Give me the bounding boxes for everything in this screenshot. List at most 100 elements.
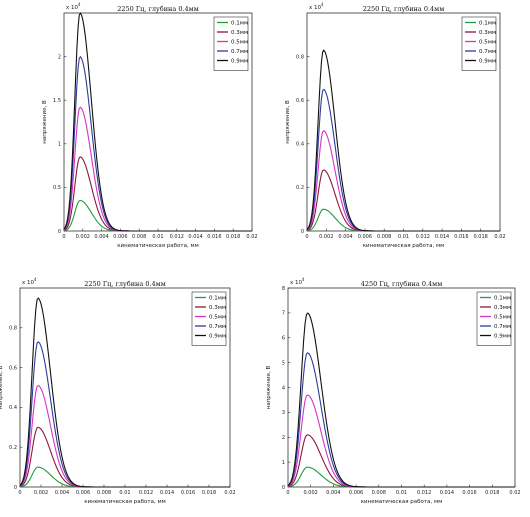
x-tick-label: 0.02 [224, 490, 235, 496]
chart-panel-2: 0 0.002 0.004 0.006 0.008 0.01 0.012 0.014 0.016… [285, 2, 506, 249]
x-tick-label: 0.016 [181, 490, 195, 496]
x-tick-label: 0.002 [319, 234, 333, 240]
y-tick-label: 4 [282, 385, 285, 391]
x-tick-label: 0 [18, 490, 21, 496]
y-tick-label: 1 [58, 142, 61, 148]
x-tick-label: 0.006 [76, 490, 90, 496]
y-tick-label: 0.6 [296, 98, 304, 104]
chart-title: 2250 Гц, глубина 0.4мм [363, 5, 445, 13]
legend-entry: 0.7мм [209, 324, 226, 330]
legend-entry: 0.3мм [209, 305, 226, 311]
x-tick-label: 0 [286, 490, 289, 496]
y-axis-label: напряжение, В [285, 100, 291, 144]
y-multiplier-label: x 104 [290, 277, 305, 286]
legend-entry: 0.3мм [231, 30, 248, 36]
x-tick-label: 0.016 [454, 234, 468, 240]
legend-entry: 0.9мм [231, 59, 248, 65]
y-tick-label: 0.6 [9, 365, 17, 371]
y-tick-label: 5 [282, 360, 285, 366]
series-line-5 [306, 49, 500, 232]
x-tick-label: 0.012 [417, 490, 431, 496]
legend-entry: 0.5мм [209, 315, 226, 321]
x-tick-label: 0.012 [170, 234, 184, 240]
legend: 0.1мм 0.3мм 0.5мм 0.7мм 0.9мм [476, 291, 512, 346]
legend: 0.1мм 0.3мм 0.5мм 0.7мм 0.9мм [191, 291, 227, 346]
y-multiplier-exponent: 4 [302, 277, 305, 282]
legend-box [213, 16, 249, 71]
series-line-3 [306, 130, 500, 232]
x-tick-label: 0.004 [326, 490, 340, 496]
y-tick-label: 0.4 [296, 142, 304, 148]
series-line-5 [63, 12, 252, 232]
x-axis-label: кинематическая работа, мм [361, 499, 443, 505]
x-tick-label: 0 [62, 234, 65, 240]
x-tick-label: 0.008 [132, 234, 146, 240]
x-tick-label: 0.006 [349, 490, 363, 496]
series-line-1 [306, 208, 500, 232]
y-multiplier-exponent: 4 [78, 2, 81, 7]
y-tick-label: 0 [282, 485, 285, 491]
x-tick-label: 0.016 [207, 234, 221, 240]
x-tick-label: 0.02 [246, 234, 257, 240]
x-tick-label: 0.01 [152, 234, 163, 240]
legend-entry: 0.9мм [209, 334, 226, 340]
chart-title: 2250 Гц, глубина 0.4мм [84, 280, 166, 288]
x-tick-label: 0.018 [485, 490, 499, 496]
chart-panel-3: 0 0.002 0.004 0.006 0.008 0.01 0.012 0.014 0.016… [0, 277, 236, 505]
legend-entry: 0.1мм [494, 296, 511, 302]
y-tick-label: 1.5 [53, 98, 61, 104]
y-multiplier-label: x 104 [309, 2, 324, 11]
y-tick-label: 8 [282, 286, 285, 292]
x-tick-label: 0.008 [372, 490, 386, 496]
legend-entry: 0.5мм [231, 40, 248, 46]
legend: 0.1мм 0.3мм 0.5мм 0.7мм 0.9мм [213, 16, 249, 71]
x-tick-label: 0.002 [76, 234, 90, 240]
y-multiplier-base: x 10 [309, 5, 322, 11]
x-tick-label: 0.014 [440, 490, 454, 496]
series-line-2 [287, 434, 515, 488]
legend-entry: 0.1мм [479, 21, 496, 27]
x-tick-label: 0.014 [160, 490, 174, 496]
y-tick-label: 0 [14, 485, 17, 491]
y-tick-label: 0.8 [296, 54, 304, 60]
y-tick-label: 1 [282, 460, 285, 466]
series-line-2 [63, 156, 252, 232]
series-line-1 [19, 466, 230, 488]
x-tick-label: 0.018 [474, 234, 488, 240]
x-tick-label: 0.014 [435, 234, 449, 240]
series-line-4 [19, 341, 230, 488]
x-tick-label: 0.006 [113, 234, 127, 240]
legend-entry: 0.7мм [479, 49, 496, 55]
x-axis-label: кинематическая работа, мм [84, 499, 166, 505]
chart-title: 4250 Гц, глубина 0.4мм [361, 280, 443, 288]
y-tick-label: 0.8 [9, 326, 17, 332]
y-tick-label: 2 [58, 54, 61, 60]
y-axis-label: напряжение, В [0, 366, 4, 410]
y-multiplier-label: x 104 [22, 277, 37, 286]
legend-entry: 0.7мм [494, 324, 511, 330]
chart-panel-1: 0 0.002 0.004 0.006 0.008 0.01 0.012 0.014 0.016… [42, 2, 258, 249]
legend: 0.1мм 0.3мм 0.5мм 0.7мм 0.9мм [461, 16, 497, 71]
y-multiplier-base: x 10 [66, 5, 79, 11]
x-tick-label: 0.016 [462, 490, 476, 496]
y-tick-label: 0.5 [53, 185, 61, 191]
y-multiplier-label: x 104 [66, 2, 81, 11]
x-tick-label: 0.014 [188, 234, 202, 240]
x-tick-label: 0.008 [377, 234, 391, 240]
legend-entry: 0.9мм [494, 334, 511, 340]
series-line-1 [287, 466, 515, 488]
x-tick-label: 0.018 [202, 490, 216, 496]
x-tick-label: 0.004 [55, 490, 69, 496]
x-tick-label: 0.012 [139, 490, 153, 496]
x-tick-label: 0.004 [338, 234, 352, 240]
y-tick-label: 0.2 [9, 445, 17, 451]
series-line-2 [306, 169, 500, 232]
x-tick-label: 0.018 [226, 234, 240, 240]
x-tick-label: 0 [305, 234, 308, 240]
x-tick-label: 0.012 [416, 234, 430, 240]
x-tick-label: 0.01 [398, 234, 409, 240]
y-multiplier-exponent: 4 [321, 2, 324, 7]
x-tick-label: 0.008 [97, 490, 111, 496]
series-line-2 [19, 426, 230, 488]
series-line-1 [63, 199, 252, 232]
